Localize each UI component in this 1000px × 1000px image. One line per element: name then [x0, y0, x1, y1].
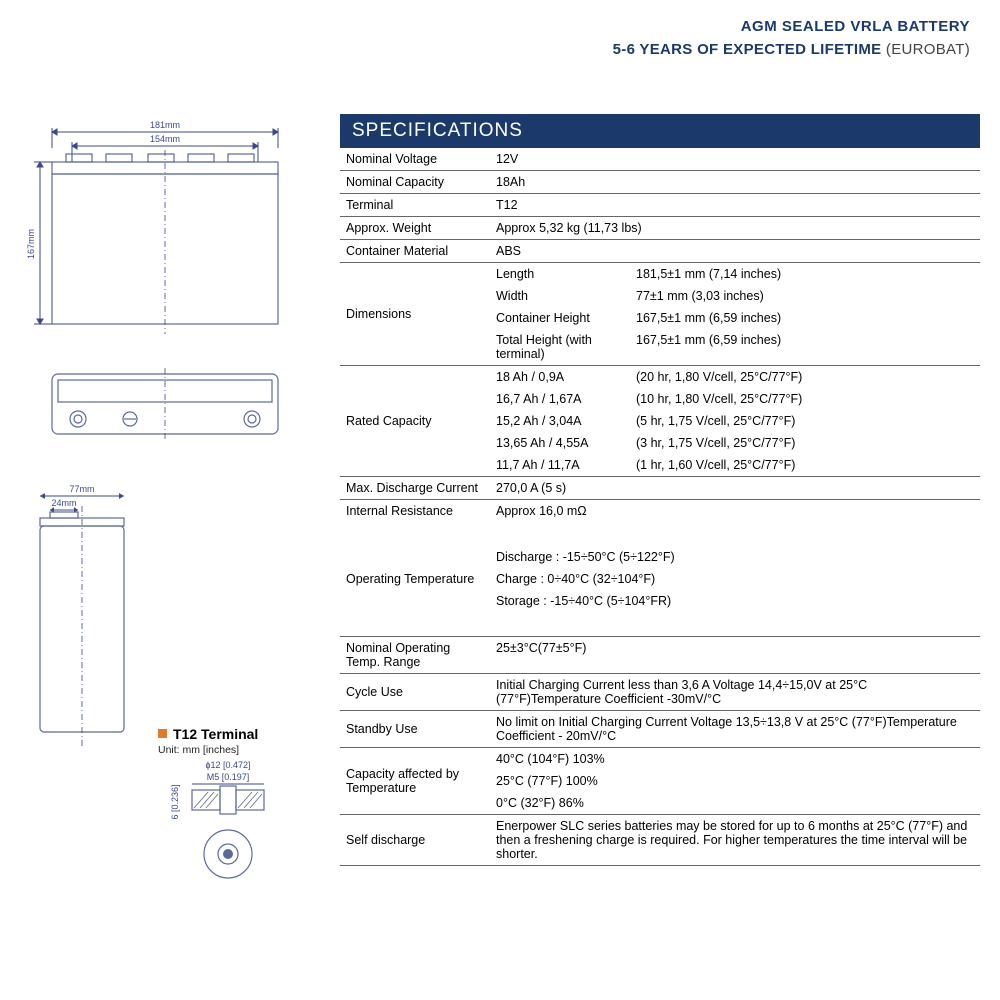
- svg-text:24mm: 24mm: [51, 498, 76, 508]
- svg-text:181mm: 181mm: [150, 120, 180, 130]
- svg-text:154mm: 154mm: [150, 134, 180, 144]
- specs-table-3: Nominal Operating Temp. Range25±3°C(77±5…: [340, 636, 980, 866]
- diagram-front: 181mm 154mm: [20, 114, 330, 344]
- header-line1: AGM SEALED VRLA BATTERY: [0, 18, 970, 35]
- specs-table-2: Operating Temperature Discharge : -15÷50…: [340, 546, 980, 612]
- svg-text:6 [0.236]: 6 [0.236]: [170, 784, 180, 819]
- terminal-title: T12 Terminal: [158, 726, 330, 742]
- spec-title: SPECIFICATIONS: [340, 114, 980, 148]
- diagram-terminal: ɸ12 [0.472] M5 [0.197] 6 [0.236]: [158, 756, 298, 886]
- svg-text:ɸ12 [0.472]: ɸ12 [0.472]: [206, 760, 251, 770]
- terminal-unit: Unit: mm [inches]: [158, 744, 330, 756]
- svg-text:167mm: 167mm: [26, 229, 36, 259]
- header-line2: 5-6 YEARS OF EXPECTED LIFETIME (EUROBAT): [0, 41, 970, 58]
- specs-table: Nominal Voltage12V Nominal Capacity18Ah …: [340, 148, 980, 522]
- svg-text:M5 [0.197]: M5 [0.197]: [207, 772, 250, 782]
- header-eurobat: (EUROBAT): [886, 41, 970, 58]
- header-lifetime: 5-6 YEARS OF EXPECTED LIFETIME: [613, 41, 882, 58]
- header: AGM SEALED VRLA BATTERY 5-6 YEARS OF EXP…: [0, 0, 1000, 58]
- specifications: SPECIFICATIONS Nominal Voltage12V Nomina…: [340, 114, 1000, 886]
- svg-text:77mm: 77mm: [69, 484, 94, 494]
- diagrams-column: 181mm 154mm: [0, 114, 340, 886]
- square-icon: [158, 729, 167, 738]
- diagram-side: 77mm 24mm: [20, 482, 140, 886]
- diagram-top: [20, 364, 330, 454]
